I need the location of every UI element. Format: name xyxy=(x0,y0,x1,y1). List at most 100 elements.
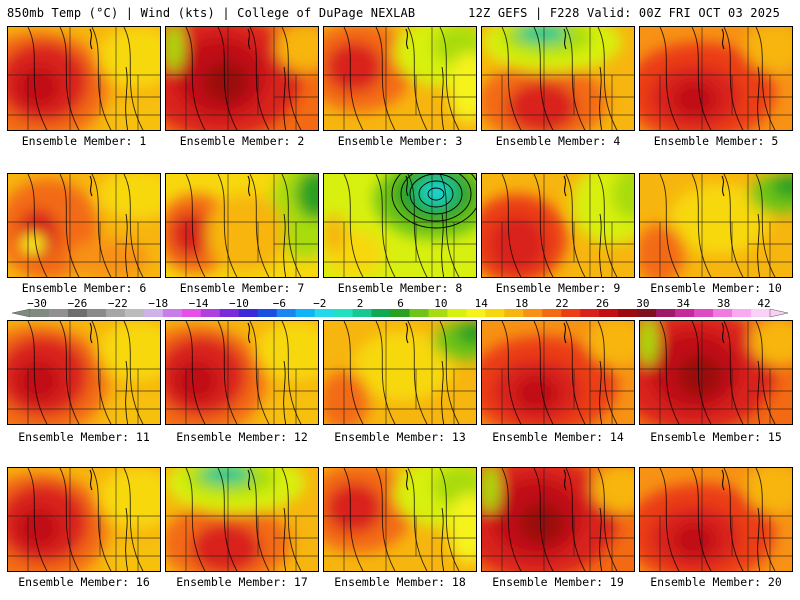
colorbar-swatch xyxy=(618,309,638,317)
colorbar-swatch xyxy=(238,309,259,317)
colorbar-swatch xyxy=(732,309,752,317)
ensemble-map-14 xyxy=(481,320,635,425)
colorbar-tick-label: −30 xyxy=(27,297,47,310)
ensemble-map-2 xyxy=(165,26,319,131)
colorbar-swatch xyxy=(181,309,202,317)
colorbar-swatch xyxy=(485,309,505,317)
ensemble-map-5 xyxy=(639,26,793,131)
colorbar-tick-label: 10 xyxy=(434,297,448,310)
colorbar-swatch xyxy=(67,309,88,317)
member-label-4: Ensemble Member: 4 xyxy=(495,134,621,148)
colorbar-tick-label: 2 xyxy=(356,297,364,310)
colorbar-swatch xyxy=(466,309,486,317)
member-label-8: Ensemble Member: 8 xyxy=(337,281,463,295)
member-label-1: Ensemble Member: 1 xyxy=(21,134,147,148)
colorbar-tick-label: 22 xyxy=(555,297,569,310)
colorbar-swatch xyxy=(314,309,335,317)
colorbar-swatch xyxy=(143,309,164,317)
colorbar-swatch xyxy=(447,309,467,317)
member-label-9: Ensemble Member: 9 xyxy=(495,281,621,295)
colorbar-swatch xyxy=(352,309,373,317)
member-label-13: Ensemble Member: 13 xyxy=(334,430,466,444)
colorbar-tick-label: −22 xyxy=(107,297,128,310)
ensemble-map-13 xyxy=(323,320,477,425)
colorbar-swatch xyxy=(504,309,524,317)
colorbar-tick-label: 18 xyxy=(515,297,529,310)
colorbar-swatch xyxy=(86,309,107,317)
colorbar-swatch xyxy=(542,309,562,317)
colorbar-swatch xyxy=(523,309,543,317)
colorbar-swatch xyxy=(390,309,410,317)
ensemble-map-17 xyxy=(165,467,319,572)
ensemble-map-15 xyxy=(639,320,793,425)
ensemble-map-11 xyxy=(7,320,161,425)
colorbar-swatch xyxy=(675,309,695,317)
ensemble-map-20 xyxy=(639,467,793,572)
member-label-7: Ensemble Member: 7 xyxy=(179,281,305,295)
colorbar-swatch xyxy=(409,309,429,317)
member-label-17: Ensemble Member: 17 xyxy=(176,575,308,589)
colorbar-swatch xyxy=(428,309,448,317)
member-label-20: Ensemble Member: 20 xyxy=(650,575,782,589)
temperature-colorbar xyxy=(11,308,789,318)
ensemble-map-4 xyxy=(481,26,635,131)
ensemble-map-8 xyxy=(323,173,477,278)
colorbar-tick-label: −2 xyxy=(313,297,327,310)
member-label-5: Ensemble Member: 5 xyxy=(653,134,779,148)
ensemble-map-12 xyxy=(165,320,319,425)
colorbar-tick-label: 6 xyxy=(397,297,404,310)
colorbar-swatch xyxy=(30,309,50,317)
colorbar-swatch xyxy=(599,309,619,317)
member-label-16: Ensemble Member: 16 xyxy=(18,575,150,589)
ensemble-map-3 xyxy=(323,26,477,131)
colorbar-swatch xyxy=(656,309,676,317)
colorbar-swatch xyxy=(295,309,316,317)
colorbar-swatch xyxy=(257,309,278,317)
colorbar-swatch xyxy=(561,309,581,317)
colorbar-swatch xyxy=(580,309,600,317)
model-run-info: 12Z GEFS | F228 Valid: 00Z FRI OCT 03 20… xyxy=(468,6,780,20)
colorbar-tick-label: 38 xyxy=(716,297,731,310)
ensemble-map-19 xyxy=(481,467,635,572)
ensemble-map-10 xyxy=(639,173,793,278)
colorbar-swatch xyxy=(637,309,657,317)
colorbar-tick-label: −6 xyxy=(272,297,286,310)
ensemble-map-6 xyxy=(7,173,161,278)
ensemble-map-18 xyxy=(323,467,477,572)
colorbar-tick-label: −26 xyxy=(67,297,88,310)
member-label-3: Ensemble Member: 3 xyxy=(337,134,463,148)
colorbar-swatch xyxy=(694,309,714,317)
colorbar-swatch xyxy=(713,309,733,317)
member-label-18: Ensemble Member: 18 xyxy=(334,575,466,589)
colorbar-tick-label: −10 xyxy=(229,297,249,310)
ensemble-map-9 xyxy=(481,173,635,278)
colorbar-tick-label: 30 xyxy=(636,297,650,310)
member-label-6: Ensemble Member: 6 xyxy=(21,281,147,295)
ensemble-map-16 xyxy=(7,467,161,572)
map-title: 850mb Temp (°C) | Wind (kts) | College o… xyxy=(7,6,416,20)
member-label-12: Ensemble Member: 12 xyxy=(176,430,308,444)
colorbar-tick-label: −14 xyxy=(188,297,209,310)
member-label-15: Ensemble Member: 15 xyxy=(650,430,782,444)
colorbar-swatch xyxy=(371,309,392,317)
ensemble-map-7 xyxy=(165,173,319,278)
member-label-11: Ensemble Member: 11 xyxy=(18,430,150,444)
colorbar-swatch xyxy=(48,309,69,317)
ensemble-map-1 xyxy=(7,26,161,131)
colorbar-swatch xyxy=(333,309,354,317)
member-label-2: Ensemble Member: 2 xyxy=(179,134,305,148)
member-label-19: Ensemble Member: 19 xyxy=(492,575,624,589)
colorbar-tick-label: −18 xyxy=(148,297,169,310)
colorbar-tick-label: 26 xyxy=(595,297,610,310)
colorbar-swatch xyxy=(124,309,145,317)
colorbar-swatch xyxy=(200,309,221,317)
colorbar-swatch xyxy=(276,309,297,317)
colorbar-swatch xyxy=(751,309,771,317)
colorbar-tick-label: 42 xyxy=(757,297,771,310)
member-label-10: Ensemble Member: 10 xyxy=(650,281,782,295)
colorbar-tick-label: 14 xyxy=(474,297,488,310)
member-label-14: Ensemble Member: 14 xyxy=(492,430,624,444)
colorbar-swatch xyxy=(162,309,183,317)
colorbar-swatch xyxy=(219,309,240,317)
colorbar-swatch xyxy=(105,309,126,317)
